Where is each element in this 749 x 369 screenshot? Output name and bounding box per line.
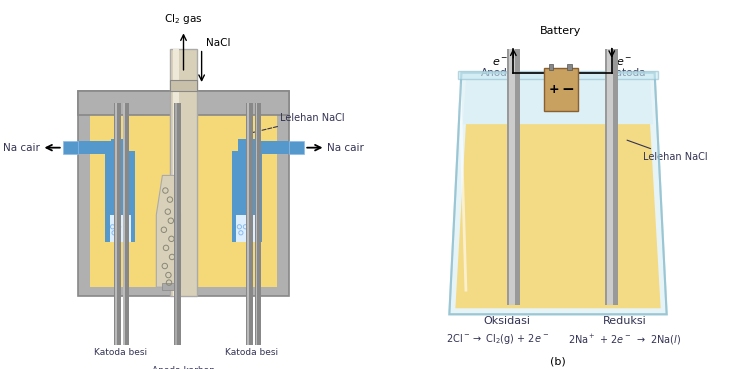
- Text: −: −: [561, 82, 574, 97]
- Bar: [506, 49, 521, 305]
- Bar: [289, 141, 304, 154]
- Text: Na cair: Na cair: [327, 143, 364, 153]
- Bar: [246, 103, 253, 345]
- Text: $e^-$: $e^-$: [616, 57, 633, 68]
- Bar: [115, 103, 117, 345]
- Bar: [175, 103, 181, 345]
- Bar: [175, 103, 178, 345]
- Text: 2Cl$^-$$\rightarrow$ Cl$_2$(g) + 2$e^-$: 2Cl$^-$$\rightarrow$ Cl$_2$(g) + 2$e^-$: [446, 332, 549, 346]
- Bar: [90, 100, 277, 287]
- Text: Katoda besi: Katoda besi: [225, 348, 278, 356]
- Bar: [111, 139, 129, 163]
- Bar: [247, 103, 249, 345]
- Bar: [170, 49, 197, 296]
- Bar: [63, 141, 78, 154]
- Bar: [78, 141, 123, 154]
- Bar: [124, 103, 125, 345]
- Bar: [105, 151, 136, 242]
- Text: Lelehan NaCl: Lelehan NaCl: [252, 113, 345, 132]
- FancyBboxPatch shape: [545, 68, 577, 111]
- Bar: [458, 71, 658, 79]
- Bar: [237, 215, 258, 242]
- Text: Oksidasi: Oksidasi: [483, 316, 530, 326]
- Bar: [509, 49, 515, 305]
- Text: Lelehan NaCl: Lelehan NaCl: [627, 140, 707, 162]
- Text: Anoda: Anoda: [481, 68, 514, 78]
- Bar: [255, 103, 261, 345]
- Text: 2Na$^+$ + 2$e^-$ $\rightarrow$ 2Na($l$): 2Na$^+$ + 2$e^-$ $\rightarrow$ 2Na($l$): [568, 332, 681, 346]
- Bar: [238, 139, 256, 163]
- Bar: [170, 80, 197, 91]
- Bar: [567, 64, 571, 70]
- Bar: [607, 49, 613, 305]
- Polygon shape: [463, 79, 653, 124]
- Bar: [173, 49, 179, 296]
- Bar: [255, 103, 258, 345]
- Text: +: +: [549, 83, 560, 96]
- Bar: [78, 91, 289, 115]
- Text: Katoda besi: Katoda besi: [94, 348, 148, 356]
- Bar: [604, 49, 619, 305]
- Text: NaCl: NaCl: [206, 38, 231, 48]
- Bar: [549, 64, 554, 70]
- Bar: [78, 91, 289, 296]
- Bar: [123, 103, 129, 345]
- Text: Battery: Battery: [540, 25, 582, 35]
- Text: $e^-$: $e^-$: [492, 57, 509, 68]
- Bar: [244, 141, 289, 154]
- Text: (b): (b): [550, 356, 566, 366]
- Text: Anoda karbon: Anoda karbon: [152, 366, 215, 369]
- Polygon shape: [455, 124, 661, 308]
- Text: Reduksi: Reduksi: [602, 316, 646, 326]
- Bar: [109, 215, 130, 242]
- Text: Na cair: Na cair: [3, 143, 40, 153]
- Bar: [114, 103, 121, 345]
- Text: Katoda: Katoda: [609, 68, 646, 78]
- Bar: [163, 283, 175, 290]
- Polygon shape: [449, 73, 667, 314]
- Bar: [231, 151, 262, 242]
- Polygon shape: [157, 175, 181, 287]
- Text: Cl$_2$ gas: Cl$_2$ gas: [164, 12, 203, 26]
